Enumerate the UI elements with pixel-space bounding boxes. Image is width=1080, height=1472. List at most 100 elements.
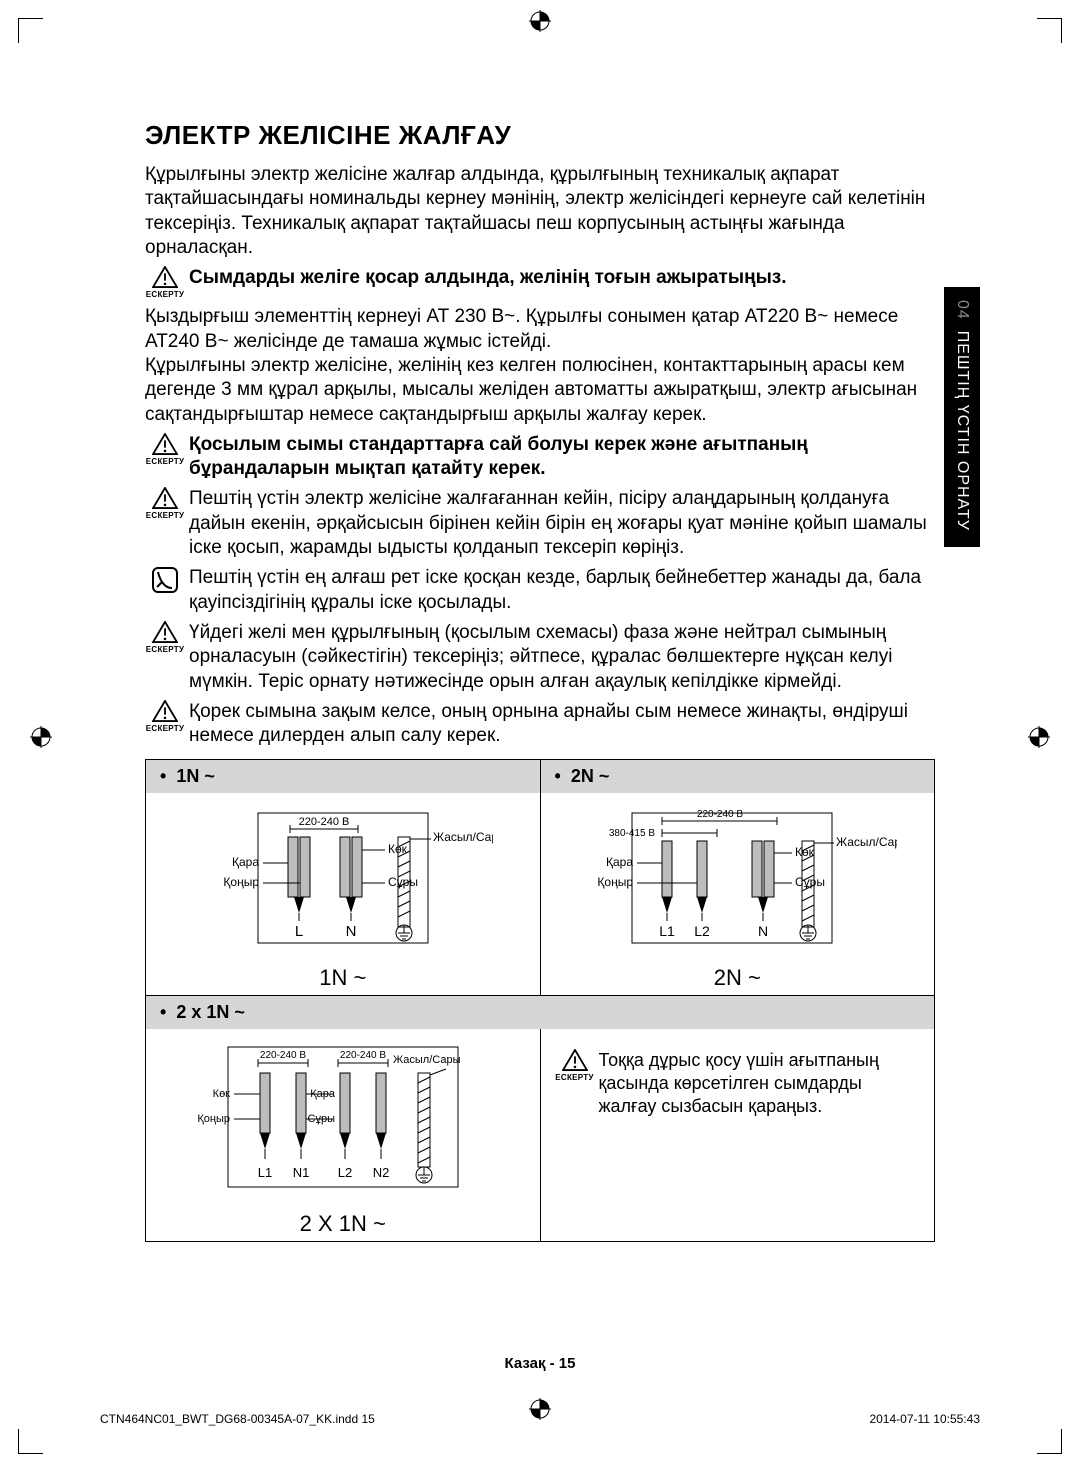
header-text: 1N ~ — [176, 766, 215, 786]
print-footer: CTN464NC01_BWT_DG68-00345A-07_KK.indd 15… — [100, 1412, 980, 1426]
svg-text:380-415 В: 380-415 В — [609, 828, 655, 839]
note-block: Пештің үстін ең алғаш рет іске қосқан ке… — [145, 566, 935, 615]
svg-text:Қара: Қара — [606, 855, 633, 869]
svg-text:L2: L2 — [694, 923, 710, 939]
svg-text:N1: N1 — [292, 1165, 309, 1180]
svg-text:Қара: Қара — [232, 855, 259, 869]
table-row: •2 х 1N ~ — [146, 995, 934, 1029]
intro-paragraph: Құрылғыны электр желісіне жалғар алдында… — [145, 163, 935, 260]
diagram-caption: 2N ~ — [714, 965, 761, 991]
page-title: ЭЛЕКТР ЖЕЛІСІНЕ ЖАЛҒАУ — [145, 120, 935, 151]
diagram-2n: 220-240 В 380-415 В Қа — [541, 793, 935, 995]
registration-mark-icon — [30, 726, 52, 748]
svg-text:N2: N2 — [372, 1165, 389, 1180]
wiring-diagram-icon: 220-240 В 220-240 В Көк Қоңыр — [188, 1039, 498, 1209]
section-number: 04 — [954, 300, 971, 320]
note-text: Пештің үстін ең алғаш рет іске қосқан ке… — [189, 566, 935, 615]
warning-label: ЕСКЕРТУ — [146, 511, 185, 520]
svg-text:220-240 В: 220-240 В — [260, 1050, 306, 1061]
warning-block: ЕСКЕРТУ Тоққа дұрыс қосу үшін ағытпаның … — [555, 1049, 921, 1118]
warning-text: Үйдегі желі мен құрылғының (қосылым схем… — [189, 621, 935, 694]
warning-label: ЕСКЕРТУ — [555, 1073, 594, 1082]
header-text: 2 х 1N ~ — [176, 1002, 245, 1022]
wiring-table: •1N ~ 220-240 В — [145, 759, 935, 1242]
crop-mark — [18, 1429, 43, 1454]
header-text: 2N ~ — [571, 766, 610, 786]
warning-label: ЕСКЕРТУ — [146, 457, 185, 466]
file-name: CTN464NC01_BWT_DG68-00345A-07_KK.indd 15 — [100, 1412, 375, 1426]
warning-icon: ЕСКЕРТУ — [145, 266, 185, 299]
section-title: ПЕШТІҢ ҮСТІН ОРНАТУ — [954, 331, 971, 531]
warning-block: ЕСКЕРТУ Пештің үстін электр желісіне жал… — [145, 487, 935, 560]
table-cell: •2 х 1N ~ — [146, 996, 934, 1029]
table-cell: 220-240 В 220-240 В Көк Қоңыр — [146, 1029, 540, 1241]
svg-text:N: N — [758, 923, 768, 939]
svg-text:N: N — [345, 923, 356, 940]
diagram-note-cell: ЕСКЕРТУ Тоққа дұрыс қосу үшін ағытпаның … — [541, 1029, 935, 1138]
svg-text:220-240 В: 220-240 В — [298, 816, 349, 828]
diagram-2x1n: 220-240 В 220-240 В Көк Қоңыр — [146, 1029, 540, 1241]
svg-text:Қоңыр: Қоңыр — [598, 875, 634, 889]
table-cell: •1N ~ 220-240 В — [146, 760, 540, 995]
cell-header: •2N ~ — [541, 760, 935, 793]
body-paragraph: Қыздырғыш элементтің кернеуі АТ 230 В~. … — [145, 305, 935, 427]
svg-text:Көк: Көк — [212, 1088, 230, 1100]
registration-mark-icon — [1028, 726, 1050, 748]
svg-text:L1: L1 — [258, 1165, 272, 1180]
table-cell: •2N ~ 220-240 В 380-415 В — [540, 760, 935, 995]
warning-block: ЕСКЕРТУ Үйдегі желі мен құрылғының (қосы… — [145, 621, 935, 694]
wiring-diagram-icon: 220-240 В Қара Қоңыр — [193, 803, 493, 963]
warning-icon: ЕСКЕРТУ — [145, 621, 185, 654]
svg-text:220-240 В: 220-240 В — [340, 1050, 386, 1061]
svg-text:Жасыл/Сары: Жасыл/Сары — [836, 835, 897, 849]
svg-text:Қара: Қара — [310, 1088, 336, 1100]
table-row: •1N ~ 220-240 В — [146, 760, 934, 995]
svg-text:Қоңыр: Қоңыр — [197, 1113, 230, 1125]
note-icon — [145, 566, 185, 594]
warning-text: Қосылым сымы стандарттарға сай болуы кер… — [189, 433, 935, 482]
svg-text:L1: L1 — [659, 923, 675, 939]
svg-text:220-240 В: 220-240 В — [697, 809, 743, 820]
warning-icon: ЕСКЕРТУ — [145, 700, 185, 733]
svg-text:Сұры: Сұры — [388, 875, 418, 889]
svg-text:Сұры: Сұры — [307, 1113, 335, 1125]
warning-text: Сымдарды желіге қосар алдында, желінің т… — [189, 266, 935, 290]
warning-text: Пештің үстін электр желісіне жалғағаннан… — [189, 487, 935, 560]
svg-text:Сұры: Сұры — [795, 875, 825, 889]
svg-text:Көк: Көк — [795, 845, 815, 859]
warning-block: ЕСКЕРТУ Қосылым сымы стандарттарға сай б… — [145, 433, 935, 482]
svg-text:L2: L2 — [338, 1165, 352, 1180]
registration-mark-icon — [529, 10, 551, 32]
svg-text:L: L — [295, 923, 303, 940]
warning-text: Қорек сымына зақым келсе, оның орнына ар… — [189, 700, 935, 749]
section-tab-label: 04 ПЕШТІҢ ҮСТІН ОРНАТУ — [953, 300, 971, 531]
diagram-caption: 1N ~ — [319, 965, 366, 991]
svg-text:Қоңыр: Қоңыр — [223, 875, 259, 889]
diagram-caption: 2 X 1N ~ — [300, 1211, 386, 1237]
warning-block: ЕСКЕРТУ Сымдарды желіге қосар алдында, ж… — [145, 266, 935, 299]
warning-block: ЕСКЕРТУ Қорек сымына зақым келсе, оның о… — [145, 700, 935, 749]
page-footer: Казақ - 15 — [0, 1355, 1080, 1372]
warning-icon: ЕСКЕРТУ — [555, 1049, 595, 1082]
crop-mark — [1037, 1429, 1062, 1454]
manual-page: { "title": "ЭЛЕКТР ЖЕЛІСІНЕ ЖАЛҒАУ", "in… — [0, 0, 1080, 1472]
svg-text:Көк: Көк — [388, 842, 408, 856]
svg-text:Жасыл/Сары: Жасыл/Сары — [393, 1054, 461, 1066]
warning-icon: ЕСКЕРТУ — [145, 487, 185, 520]
svg-text:Жасыл/Сары: Жасыл/Сары — [433, 830, 493, 844]
warning-icon: ЕСКЕРТУ — [145, 433, 185, 466]
diagram-1n: 220-240 В Қара Қоңыр — [146, 793, 540, 995]
warning-text: Тоққа дұрыс қосу үшін ағытпаның қасында … — [599, 1049, 921, 1118]
page-content: ЭЛЕКТР ЖЕЛІСІНЕ ЖАЛҒАУ Құрылғыны электр … — [145, 120, 935, 1242]
table-row: 220-240 В 220-240 В Көк Қоңыр — [146, 1029, 934, 1241]
cell-header: •1N ~ — [146, 760, 540, 793]
print-timestamp: 2014-07-11 10:55:43 — [869, 1412, 980, 1426]
crop-mark — [1037, 18, 1062, 43]
warning-label: ЕСКЕРТУ — [146, 645, 185, 654]
crop-mark — [18, 18, 43, 43]
warning-label: ЕСКЕРТУ — [146, 290, 185, 299]
table-cell: ЕСКЕРТУ Тоққа дұрыс қосу үшін ағытпаның … — [540, 1029, 935, 1241]
warning-label: ЕСКЕРТУ — [146, 724, 185, 733]
wiring-diagram-icon: 220-240 В 380-415 В Қа — [577, 803, 897, 963]
cell-header: •2 х 1N ~ — [146, 996, 934, 1029]
